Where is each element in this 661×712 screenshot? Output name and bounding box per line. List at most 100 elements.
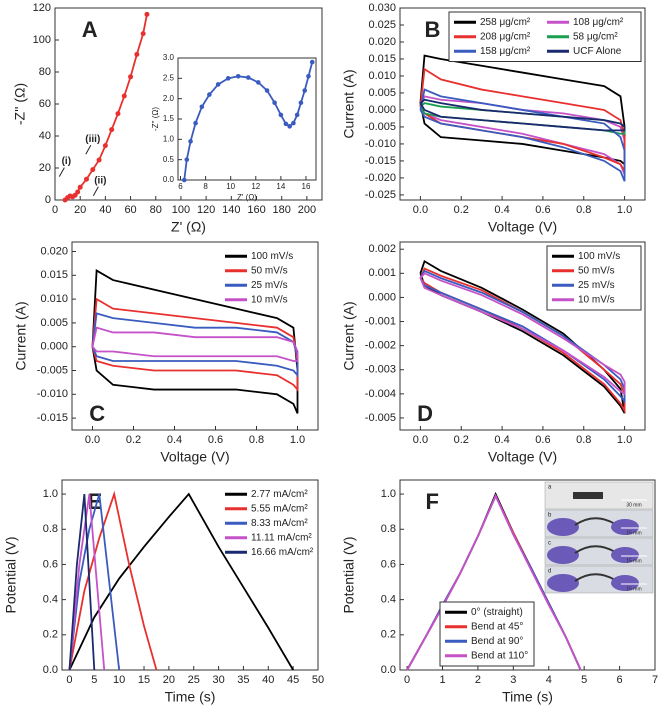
x-tick-label: 8: [203, 182, 208, 191]
legend-label: 158 μg/cm²: [480, 46, 531, 57]
legend-label: 8.33 mA/cm²: [251, 518, 308, 529]
photo-glove: [611, 547, 639, 563]
data-point: [302, 88, 308, 93]
series-line: [68, 493, 106, 671]
legend-label: 2.77 mA/cm²: [251, 489, 308, 500]
series-line: [91, 312, 299, 378]
photo-glove: [547, 518, 579, 536]
x-tick-label: 10: [113, 674, 125, 686]
x-tick-label: 35: [237, 674, 249, 686]
x-tick-label: 12: [251, 182, 260, 191]
y-tick-label: 80: [39, 66, 51, 78]
legend-label: 25 mV/s: [578, 280, 615, 291]
data-point: [272, 100, 277, 106]
x-tick-label: 0: [66, 674, 72, 686]
x-axis-label: Z' (Ω): [237, 193, 257, 202]
y-tick-label: 0.5: [163, 155, 175, 164]
plot-frame: [399, 479, 656, 671]
data-point: [115, 111, 121, 117]
x-tick-label: 1.0: [617, 204, 632, 216]
data-point: [193, 120, 198, 126]
legend-label: Bend at 45°: [471, 621, 523, 632]
data-point: [207, 92, 212, 97]
x-tick-label: 0.4: [167, 434, 182, 446]
x-tick-label: 0.4: [494, 204, 509, 216]
y-tick-label: 0.030: [368, 2, 396, 14]
y-tick-label: 120: [33, 2, 51, 14]
x-axis-label: Voltage (V): [488, 449, 557, 465]
data-point: [199, 104, 205, 110]
x-tick-label: 0.2: [454, 204, 469, 216]
data-point: [294, 112, 300, 118]
x-tick-label: 160: [247, 204, 265, 216]
legend-label: 11.11 mA/cm²: [251, 532, 312, 543]
photo-label: c: [548, 541, 551, 547]
y-tick-label: 0.0: [163, 175, 175, 184]
data-point: [96, 157, 102, 163]
legend-label: Bend at 90°: [471, 636, 523, 647]
y-tick-label: 100: [33, 34, 51, 46]
legend-label: 10 mV/s: [578, 294, 615, 305]
x-tick-label: 0.8: [576, 434, 591, 446]
y-tick-label: 0.2: [43, 629, 58, 641]
y-tick-label: -0.015: [365, 155, 396, 167]
x-tick-label: 180: [273, 204, 291, 216]
x-tick-label: 0: [52, 204, 58, 216]
x-axis-label: Z' (Ω): [171, 219, 206, 235]
x-tick-label: 16: [302, 182, 311, 191]
plot-frame: [61, 479, 319, 671]
photo-sample: [574, 573, 616, 582]
legend-label: 50 mV/s: [578, 265, 615, 276]
legend-label: 5.55 mA/cm²: [251, 503, 308, 514]
data-point: [298, 100, 304, 106]
panel-label: F: [426, 489, 439, 514]
y-tick-label: -0.003: [365, 364, 396, 376]
x-axis-label: Voltage (V): [488, 219, 557, 235]
y-axis-label: Current (A): [341, 301, 357, 370]
legend-label: 25 mV/s: [251, 280, 288, 291]
panel-label: B: [425, 17, 441, 42]
y-axis-label: Potential (V): [3, 536, 19, 613]
y-tick-label: -0.005: [37, 364, 68, 376]
y-tick-label: -0.005: [365, 121, 396, 133]
x-tick-label: 1.0: [617, 434, 632, 446]
y-tick-label: 0.020: [40, 245, 68, 257]
data-point: [128, 74, 134, 80]
series-line: [91, 326, 299, 362]
annotation-arrow: [58, 167, 65, 177]
data-point: [225, 76, 231, 81]
x-tick-label: 6: [178, 182, 183, 191]
data-point: [75, 189, 81, 195]
series-line: [419, 272, 626, 396]
legend-label: 100 mV/s: [251, 251, 293, 262]
photo-sample: [573, 492, 603, 499]
annotation: (i): [62, 156, 71, 167]
y-tick-label: -0.001: [365, 315, 396, 327]
data-point: [245, 75, 251, 80]
y-tick-label: 0.000: [368, 291, 396, 303]
y-tick-label: -0.004: [365, 388, 396, 400]
y-tick-label: 0.025: [368, 19, 396, 31]
panel-label: D: [417, 401, 433, 426]
annotation: (iii): [85, 134, 100, 145]
y-tick-label: 1.0: [163, 134, 175, 143]
y-tick-label: 0.4: [381, 594, 396, 606]
x-tick-label: 5: [91, 674, 97, 686]
y-tick-label: -0.025: [365, 189, 396, 201]
x-tick-label: 14: [276, 182, 285, 191]
x-tick-label: 0.2: [454, 434, 469, 446]
x-tick-label: 0.8: [576, 204, 591, 216]
x-tick-label: 0.4: [494, 434, 509, 446]
x-tick-label: 120: [197, 204, 215, 216]
series-line: [91, 297, 299, 392]
data-point: [283, 121, 289, 127]
y-tick-label: 0.8: [43, 523, 58, 535]
x-tick-label: 100: [172, 204, 190, 216]
x-tick-label: 2: [475, 674, 481, 686]
y-tick-label: 2.5: [163, 73, 175, 82]
x-tick-label: 0.0: [413, 204, 428, 216]
x-tick-label: 0.6: [535, 204, 550, 216]
x-axis-label: Time (s): [165, 689, 216, 705]
x-tick-label: 6: [617, 674, 623, 686]
y-axis-label: Current (A): [13, 301, 29, 370]
